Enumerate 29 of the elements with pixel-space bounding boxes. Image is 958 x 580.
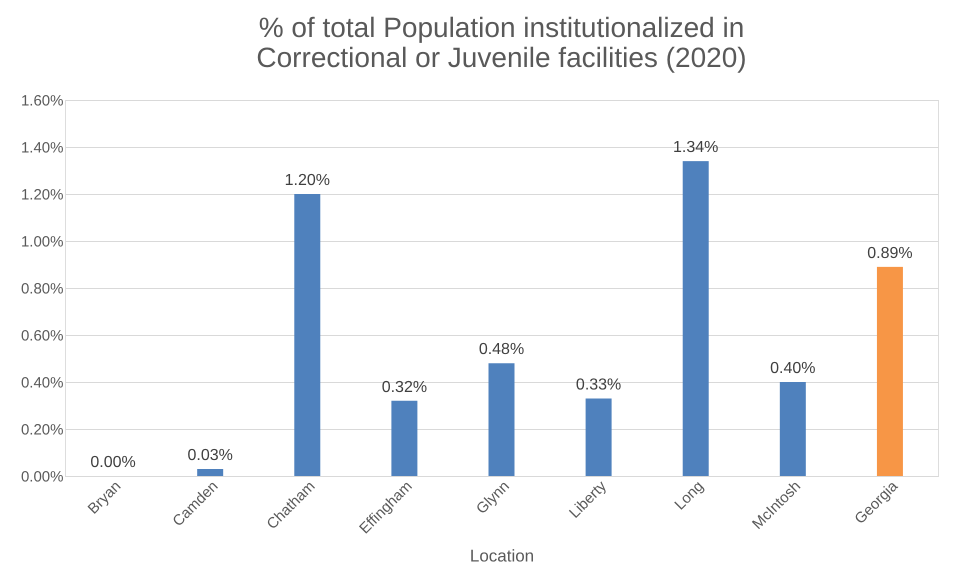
y-tick-label: 0.80%: [20, 280, 64, 298]
y-tick-label: 1.60%: [20, 92, 64, 110]
y-tick-label: 0.20%: [20, 422, 64, 438]
bar: [294, 194, 320, 476]
data-label: 0.03%: [187, 446, 233, 464]
y-tick-label: 1.00%: [20, 234, 64, 250]
y-tick-label: 1.20%: [20, 186, 64, 204]
bar: [780, 382, 806, 476]
bar: [586, 398, 612, 476]
data-label: 0.33%: [576, 376, 622, 394]
bar: [682, 161, 709, 476]
data-label: 1.20%: [284, 172, 330, 189]
y-tick-label: 0.60%: [20, 328, 64, 344]
data-label: 0.32%: [382, 378, 428, 396]
data-label: 0.48%: [478, 341, 524, 358]
data-label: 0.89%: [867, 244, 913, 262]
x-axis-title: Location: [470, 546, 534, 566]
data-label: 0.00%: [90, 454, 136, 471]
data-label: 1.34%: [673, 139, 718, 156]
text: % of total Population institutionalized in: [258, 12, 744, 43]
bar: [488, 363, 514, 476]
bar: [391, 400, 418, 476]
text: Correctional or Juvenile facilities (2020): [256, 42, 747, 73]
bar: [197, 468, 224, 476]
y-tick-label: 0.00%: [20, 468, 64, 486]
y-tick-label: 0.40%: [20, 374, 64, 392]
data-label: 0.40%: [770, 360, 816, 377]
bar: [876, 266, 903, 476]
y-tick-label: 1.40%: [20, 140, 64, 156]
